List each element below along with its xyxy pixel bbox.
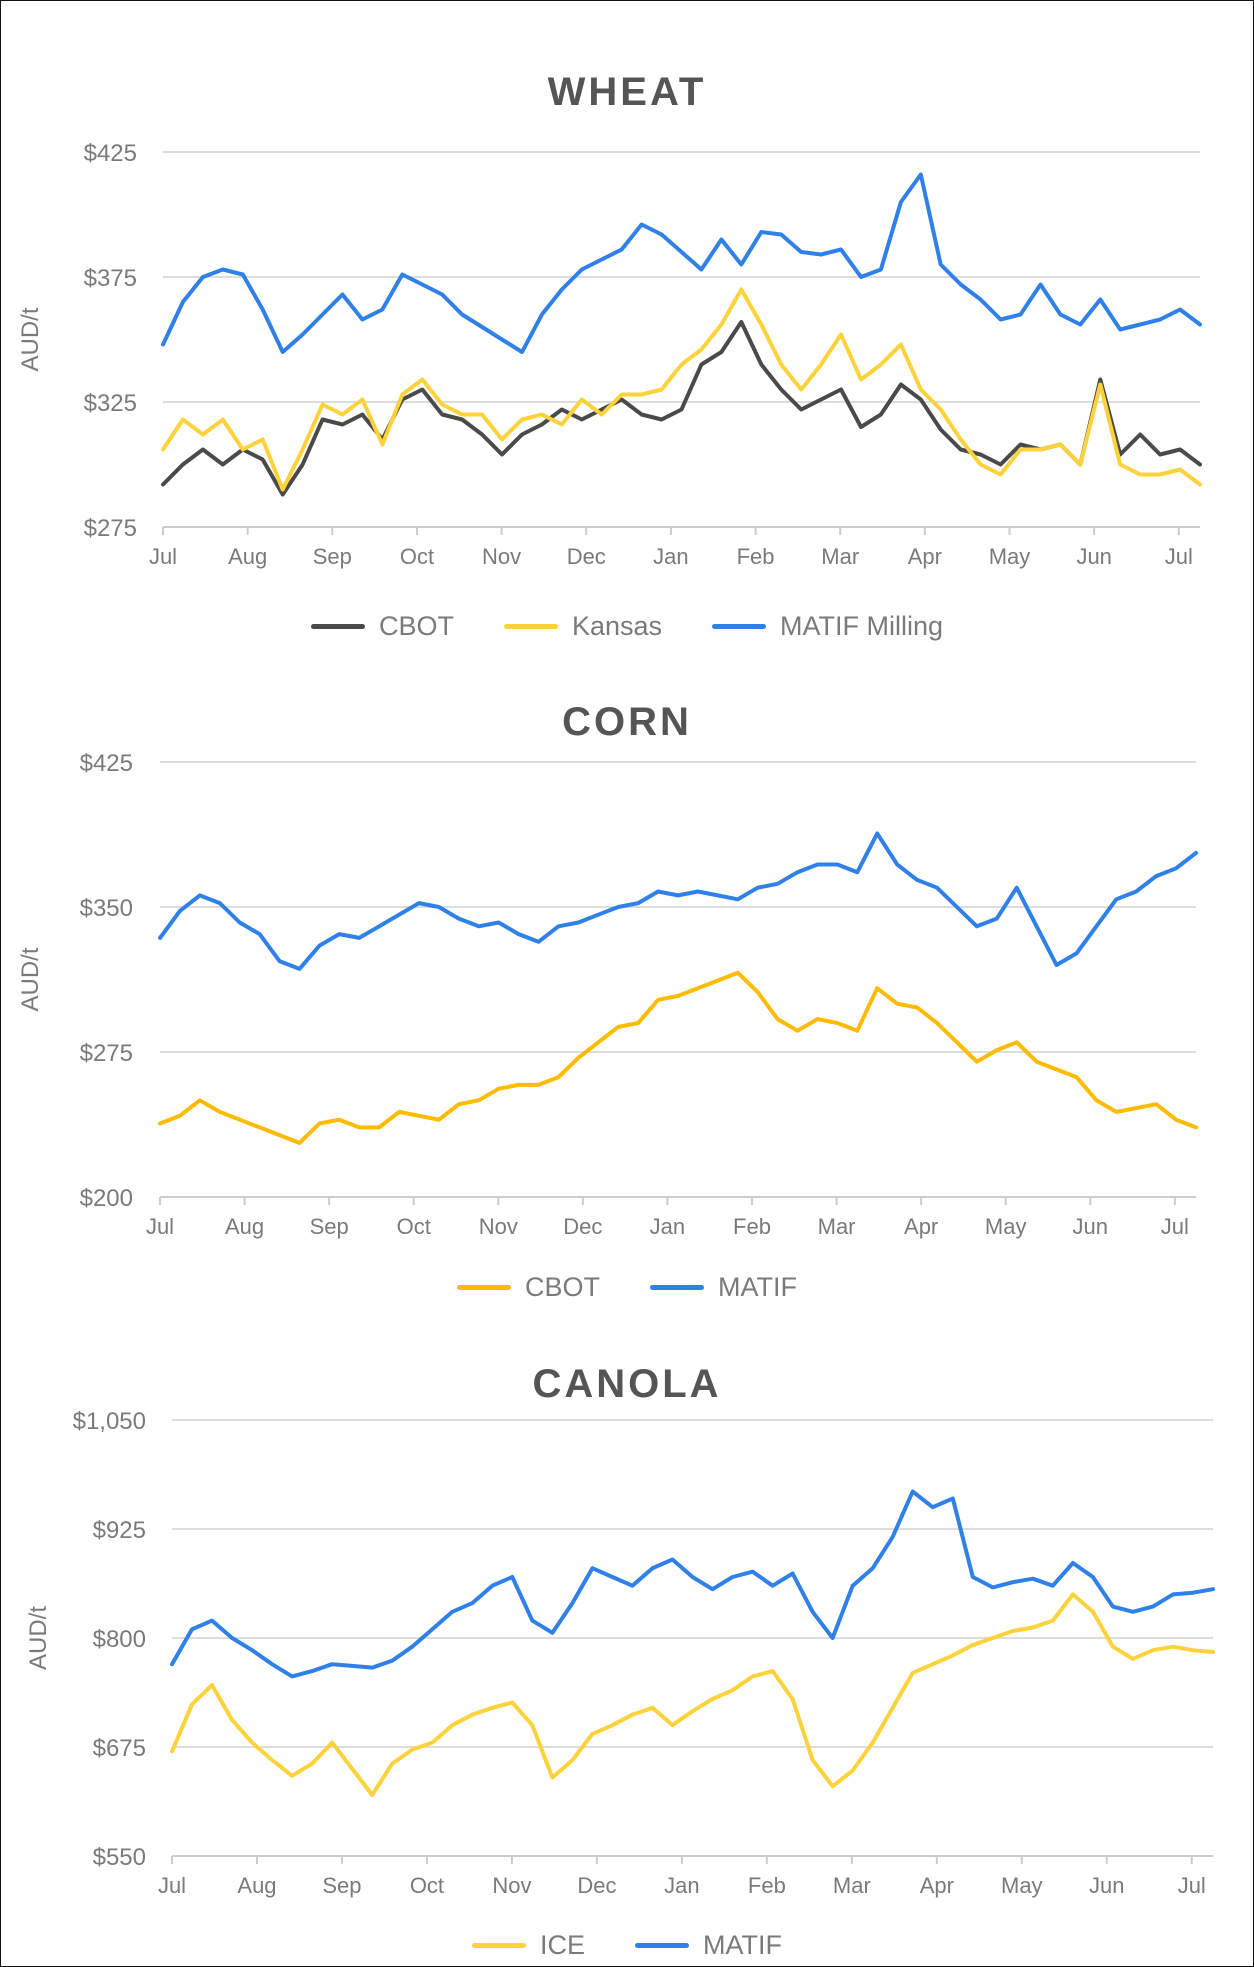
series-line-cbot xyxy=(161,320,1202,497)
y-tick-label: $275 xyxy=(84,515,137,542)
x-tick-label: Dec xyxy=(567,544,606,569)
y-tick-label: $800 xyxy=(93,1626,146,1653)
x-tick-label: Jul xyxy=(1161,1214,1189,1239)
y-tick-label: $425 xyxy=(80,750,133,777)
y-axis-title: AUD/t xyxy=(17,307,44,371)
series-line-kansas xyxy=(161,287,1202,492)
legend-item-cbot[interactable]: CBOT xyxy=(310,611,454,642)
x-tick-label: Apr xyxy=(920,1873,954,1898)
x-tick-label: May xyxy=(1001,1873,1043,1898)
y-tick-label: $425 xyxy=(84,140,137,167)
matif-milling-line-swatch-icon xyxy=(712,624,767,629)
legend-item-matif-milling[interactable]: MATIF Milling xyxy=(712,611,943,642)
x-tick-label: Apr xyxy=(908,544,942,569)
x-tick-label: Jul xyxy=(149,544,177,569)
wheat-chart-title: WHEAT xyxy=(547,70,707,114)
series-line-ice xyxy=(170,1592,1215,1797)
x-tick-label: Jun xyxy=(1089,1873,1124,1898)
corn-legend: CBOT MATIF xyxy=(0,1272,1254,1303)
legend-label: MATIF xyxy=(718,1272,797,1302)
x-tick-label: Sep xyxy=(322,1873,361,1898)
x-tick-label: Oct xyxy=(410,1873,444,1898)
y-tick-label: $200 xyxy=(80,1185,133,1212)
y-axis-title: AUD/t xyxy=(17,947,44,1011)
corn-chart-title: CORN xyxy=(562,700,692,744)
legend-item-ice[interactable]: ICE xyxy=(472,1930,585,1961)
x-tick-label: Feb xyxy=(737,544,775,569)
legend-item-kansas[interactable]: Kansas xyxy=(503,611,663,642)
ice-line-swatch-icon xyxy=(472,1943,526,1948)
kansas-line-swatch-icon xyxy=(503,624,558,629)
x-tick-label: Dec xyxy=(563,1214,602,1239)
x-tick-label: Dec xyxy=(577,1873,616,1898)
cbot-line-swatch-icon xyxy=(310,624,365,629)
x-tick-label: Aug xyxy=(228,544,267,569)
x-tick-label: Jul xyxy=(1165,544,1193,569)
series-line-matif-milling xyxy=(161,172,1202,354)
legend-item-cbot[interactable]: CBOT xyxy=(457,1272,600,1303)
legend-label: CBOT xyxy=(525,1272,601,1302)
y-tick-label: $275 xyxy=(80,1040,133,1067)
x-tick-label: Jan xyxy=(650,1214,685,1239)
x-tick-label: Aug xyxy=(237,1873,276,1898)
x-tick-label: Aug xyxy=(225,1214,264,1239)
x-tick-label: Jul xyxy=(1178,1873,1206,1898)
y-tick-label: $550 xyxy=(93,1844,146,1871)
legend-label: Kansas xyxy=(571,611,663,641)
x-tick-label: Jan xyxy=(664,1873,699,1898)
x-tick-label: Oct xyxy=(397,1214,431,1239)
y-tick-label: $675 xyxy=(93,1735,146,1762)
x-tick-label: Mar xyxy=(821,544,859,569)
x-tick-label: Jul xyxy=(158,1873,186,1898)
wheat-line-chart: $275 $325 $375 $425 AUD/t Jul Aug Sep Oct Nov Dec J… xyxy=(17,140,1202,569)
x-tick-label: May xyxy=(989,544,1031,569)
legend-item-matif[interactable]: MATIF xyxy=(650,1272,797,1303)
x-tick-label: Feb xyxy=(733,1214,771,1239)
series-line-matif xyxy=(158,831,1198,971)
x-tick-label: May xyxy=(985,1214,1027,1239)
legend-item-matif[interactable]: MATIF xyxy=(635,1930,782,1961)
x-tick-label: Nov xyxy=(492,1873,531,1898)
x-tick-label: Jun xyxy=(1073,1214,1108,1239)
matif-line-swatch-icon xyxy=(635,1943,690,1948)
x-tick-label: Mar xyxy=(818,1214,856,1239)
x-tick-label: Sep xyxy=(310,1214,349,1239)
y-tick-label: $1,050 xyxy=(73,1408,146,1435)
x-tick-label: Nov xyxy=(479,1214,518,1239)
x-tick-label: Feb xyxy=(748,1873,786,1898)
x-tick-label: Sep xyxy=(313,544,352,569)
x-tick-label: Jun xyxy=(1076,544,1111,569)
y-tick-label: $925 xyxy=(93,1517,146,1544)
series-line-matif xyxy=(170,1489,1215,1679)
y-tick-label: $325 xyxy=(84,390,137,417)
x-tick-label: Oct xyxy=(400,544,434,569)
x-tick-label: Jul xyxy=(146,1214,174,1239)
x-tick-label: Mar xyxy=(833,1873,871,1898)
legend-label: MATIF Milling xyxy=(780,611,944,641)
legend-label: ICE xyxy=(540,1930,586,1960)
corn-line-chart: $200 $275 $350 $425 AUD/t Jul Aug Sep Oct Nov Dec J… xyxy=(17,750,1198,1239)
x-tick-label: Apr xyxy=(904,1214,938,1239)
wheat-legend: CBOT Kansas MATIF Milling xyxy=(0,611,1254,642)
x-tick-label: Nov xyxy=(482,544,521,569)
y-axis-title: AUD/t xyxy=(25,1606,52,1670)
y-tick-label: $350 xyxy=(80,895,133,922)
cbot-line-swatch-icon xyxy=(457,1285,511,1290)
matif-line-swatch-icon xyxy=(650,1285,705,1290)
legend-label: CBOT xyxy=(378,611,454,641)
legend-label: MATIF xyxy=(703,1930,782,1960)
canola-chart-title: CANOLA xyxy=(532,1362,722,1406)
y-tick-label: $375 xyxy=(84,265,137,292)
series-line-cbot xyxy=(158,970,1198,1145)
canola-legend: ICE MATIF xyxy=(0,1930,1254,1961)
x-tick-label: Jan xyxy=(653,544,688,569)
